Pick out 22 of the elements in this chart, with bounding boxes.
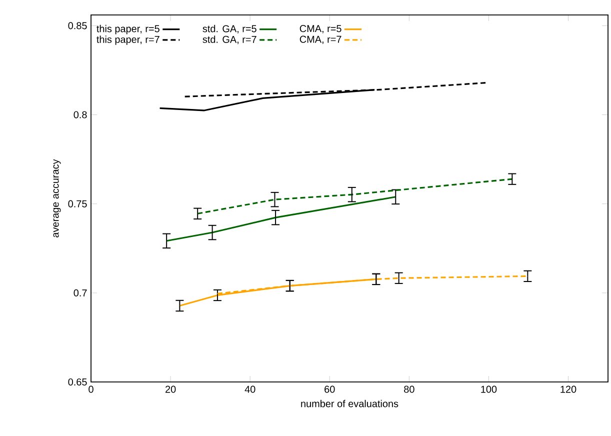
line-series [196, 178, 513, 214]
legend-label: this paper, r=7 [96, 36, 160, 45]
x-tick-label: 40 [244, 386, 256, 393]
x-tick-label: 0 [88, 386, 94, 393]
y-axis-title: average accuracy [53, 159, 61, 238]
y-tick-label: 0.8 [74, 111, 87, 118]
x-tick-label: 120 [560, 386, 576, 393]
y-tick-label: 0.65 [68, 378, 87, 386]
x-tick-label: 100 [481, 386, 497, 393]
legend-label: std. GA, r=7 [202, 36, 256, 44]
x-tick-label: 80 [404, 386, 414, 393]
y-tick-label: 0.7 [74, 289, 87, 296]
legend-label: CMA, r=7 [300, 36, 342, 44]
x-tick-label: 60 [324, 386, 335, 393]
x-tick-label: 20 [166, 386, 176, 393]
y-tick-label: 0.85 [68, 22, 87, 30]
legend-label: CMA, r=5 [300, 25, 342, 34]
x-axis-title: number of evaluations [301, 400, 398, 408]
line-series [166, 196, 396, 242]
legend-label: std. GA, r=5 [202, 24, 256, 34]
y-tick-label: 0.75 [68, 200, 87, 208]
legend-label: this paper, r=5 [96, 24, 160, 34]
